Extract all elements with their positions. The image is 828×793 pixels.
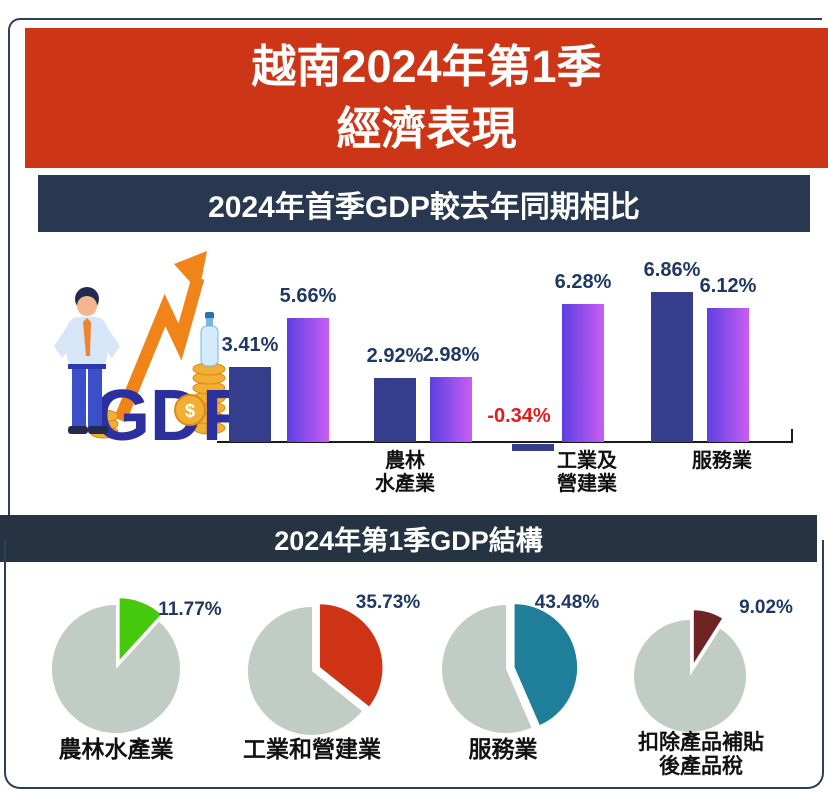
gdp-growth-illustration: GDP $: [54, 251, 237, 456]
gdp-growth-banner: 2024年首季GDP較去年同期相比: [38, 175, 810, 232]
water-bottle-icon: [200, 312, 219, 367]
gdp-structure-banner-title: 2024年第1季GDP結構: [274, 526, 543, 556]
header-banner: 越南2024年第1季 經濟表現: [25, 28, 828, 168]
gdp-growth-banner-title: 2024年首季GDP較去年同期相比: [208, 190, 640, 224]
dollar-coin-icon: $: [174, 394, 206, 426]
frame-border-top: [8, 18, 822, 522]
page-title-line2: 經濟表現: [336, 103, 517, 154]
person-figure: [54, 287, 120, 434]
gdp-structure-banner: 2024年第1季GDP結構: [0, 515, 817, 562]
structure-section-frame: [4, 540, 824, 789]
gdp-text: GDP: [94, 376, 237, 456]
page-title-line1: 越南2024年第1季: [251, 41, 602, 92]
arrow-up-icon: [113, 251, 207, 423]
dollar-symbol: $: [185, 401, 195, 421]
